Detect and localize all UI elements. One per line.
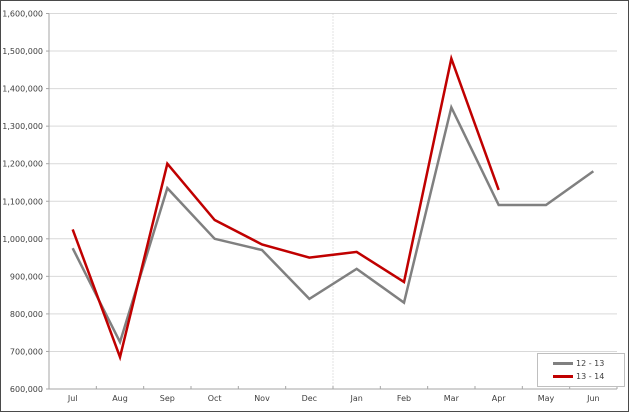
y-tick-label: 800,000: [10, 310, 43, 319]
x-tick-label: Sep: [160, 394, 175, 403]
series-line-13-14: [71, 54, 500, 362]
x-tick-label: Feb: [397, 394, 411, 403]
legend-item: 12 - 13: [553, 358, 624, 368]
x-tick-label: Jun: [586, 394, 600, 403]
legend-label: 13 - 14: [576, 371, 605, 381]
x-tick-label: Jul: [67, 394, 78, 403]
series-line-12-13: [71, 103, 595, 346]
y-tick-label: 1,500,000: [2, 47, 43, 56]
y-tick-label: 1,600,000: [2, 10, 43, 19]
y-tick-label: 1,400,000: [2, 85, 43, 94]
x-tick-label: Oct: [208, 394, 222, 403]
x-tick-label: May: [538, 394, 555, 403]
y-tick-label: 1,200,000: [2, 160, 43, 169]
y-tick-label: 900,000: [10, 272, 43, 281]
series-swatch-12-13: [553, 362, 573, 365]
x-tick-label: Nov: [254, 394, 270, 403]
x-tick-label: Jan: [349, 394, 362, 403]
chart-legend: 12 - 13 13 - 14: [537, 353, 625, 387]
y-tick-label: 700,000: [10, 347, 43, 356]
x-tick-label: Mar: [444, 394, 460, 403]
legend-label: 12 - 13: [576, 358, 605, 368]
y-tick-label: 1,300,000: [2, 122, 43, 131]
x-tick-label: Dec: [302, 394, 317, 403]
x-tick-label: Aug: [112, 394, 128, 403]
legend-item: 13 - 14: [553, 371, 624, 381]
series-swatch-13-14: [553, 375, 573, 378]
x-tick-label: Apr: [492, 394, 507, 403]
y-tick-label: 1,100,000: [2, 197, 43, 206]
y-tick-label: 1,000,000: [2, 235, 43, 244]
y-tick-label: 600,000: [10, 385, 43, 394]
